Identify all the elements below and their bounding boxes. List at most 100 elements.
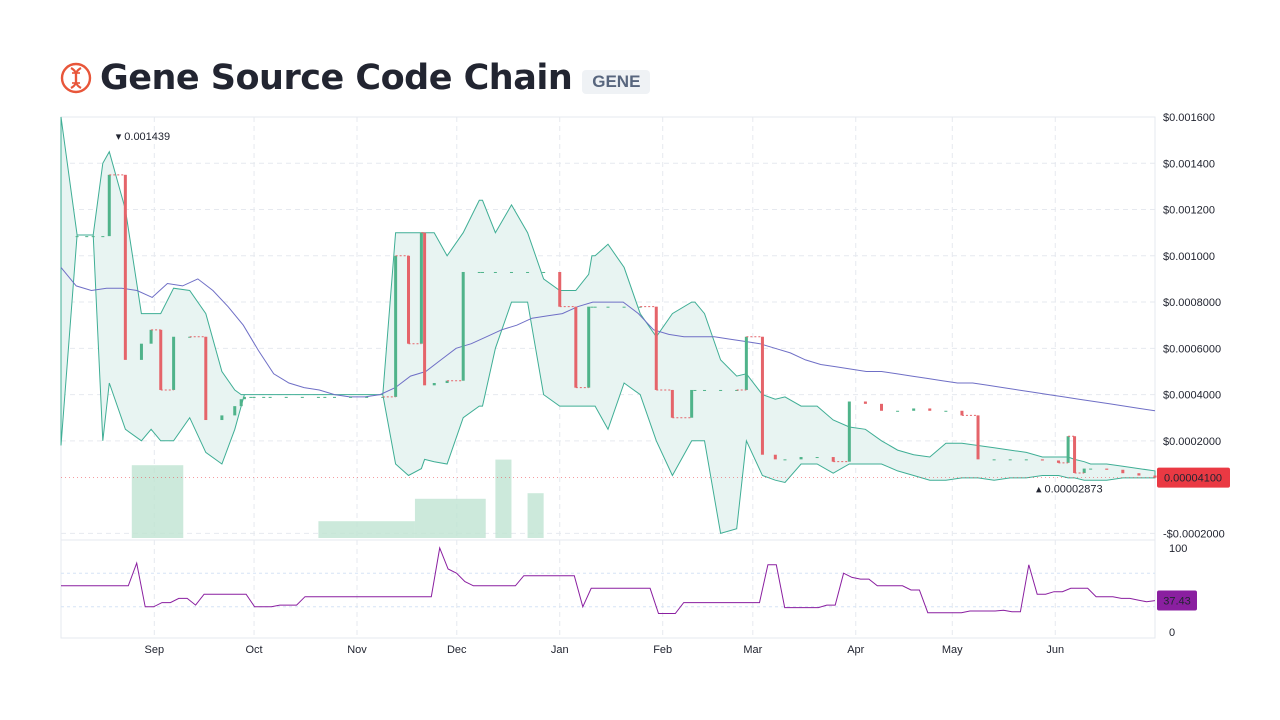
price-candle[interactable] bbox=[799, 457, 803, 460]
price-candle[interactable] bbox=[249, 396, 253, 398]
current-price-badge bbox=[1157, 467, 1230, 488]
price-candle[interactable] bbox=[432, 383, 436, 386]
price-candle[interactable] bbox=[461, 271, 465, 381]
price-candle[interactable] bbox=[268, 396, 272, 398]
price-candle[interactable] bbox=[1008, 459, 1012, 461]
price-candle[interactable] bbox=[333, 396, 336, 398]
price-candle[interactable] bbox=[760, 336, 764, 455]
price-candle[interactable] bbox=[204, 336, 208, 421]
price-candle[interactable] bbox=[91, 236, 95, 238]
x-tick-label: Jun bbox=[1046, 644, 1064, 656]
price-candle[interactable] bbox=[107, 174, 111, 237]
coin-symbol-badge: GENE bbox=[582, 70, 651, 94]
price-candle[interactable] bbox=[477, 271, 481, 273]
price-candle[interactable] bbox=[992, 459, 996, 461]
price-candle[interactable] bbox=[593, 306, 597, 308]
price-candle[interactable] bbox=[423, 232, 427, 386]
price-candle[interactable] bbox=[1073, 436, 1077, 473]
price-candle[interactable] bbox=[1024, 459, 1028, 461]
price-candle[interactable] bbox=[773, 454, 777, 460]
price-candle[interactable] bbox=[976, 415, 980, 460]
dna-helix-icon bbox=[60, 62, 92, 94]
price-candle[interactable] bbox=[445, 380, 449, 384]
price-candle[interactable] bbox=[252, 396, 256, 398]
price-candle[interactable] bbox=[590, 306, 594, 308]
price-candle[interactable] bbox=[654, 306, 658, 390]
page-header: Gene Source Code Chain GENE bbox=[60, 58, 651, 98]
bollinger-band bbox=[60, 116, 1156, 535]
price-candle[interactable] bbox=[831, 457, 835, 462]
price-candle[interactable] bbox=[481, 271, 485, 273]
price-candle[interactable] bbox=[1105, 468, 1109, 470]
price-candle[interactable] bbox=[323, 396, 327, 398]
coin-title: Gene Source Code Chain bbox=[100, 58, 573, 98]
price-candle[interactable] bbox=[815, 457, 819, 459]
price-candle[interactable] bbox=[85, 236, 89, 238]
price-candle[interactable] bbox=[960, 410, 964, 416]
price-candle[interactable] bbox=[526, 271, 530, 273]
price-candle[interactable] bbox=[407, 255, 411, 344]
price-candle[interactable] bbox=[493, 271, 497, 273]
y-tick-label: $0.001400 bbox=[1163, 158, 1215, 170]
price-candle[interactable] bbox=[1121, 469, 1125, 474]
price-candle[interactable] bbox=[149, 329, 153, 344]
volume-bar bbox=[495, 459, 512, 538]
price-candle[interactable] bbox=[233, 406, 237, 416]
price-candle[interactable] bbox=[394, 255, 398, 397]
price-candle[interactable] bbox=[123, 174, 127, 360]
price-candle[interactable] bbox=[783, 459, 787, 461]
price-candle[interactable] bbox=[1040, 459, 1044, 461]
x-tick-label: Sep bbox=[145, 644, 165, 656]
price-candle[interactable] bbox=[1082, 468, 1086, 473]
price-candle[interactable] bbox=[606, 306, 610, 308]
price-candle[interactable] bbox=[744, 336, 748, 390]
price-candle[interactable] bbox=[587, 306, 591, 388]
rsi-tick-label: 0 bbox=[1169, 627, 1175, 639]
price-candle[interactable] bbox=[1066, 436, 1070, 463]
price-candle[interactable] bbox=[262, 396, 266, 398]
price-candle[interactable] bbox=[300, 396, 304, 398]
price-candle[interactable] bbox=[542, 271, 546, 273]
volume-bar bbox=[318, 521, 415, 538]
price-candle[interactable] bbox=[365, 396, 369, 398]
price-candle[interactable] bbox=[284, 396, 288, 398]
price-candle[interactable] bbox=[690, 389, 694, 418]
price-candle[interactable] bbox=[863, 401, 867, 404]
price-candle[interactable] bbox=[509, 271, 513, 273]
x-tick-label: Feb bbox=[653, 644, 672, 656]
price-candle[interactable] bbox=[1056, 460, 1060, 463]
price-candle[interactable] bbox=[670, 389, 674, 418]
rsi-tick-label: 100 bbox=[1169, 543, 1187, 555]
price-candle[interactable] bbox=[944, 410, 948, 412]
volume-bar bbox=[414, 498, 486, 538]
price-candle[interactable] bbox=[1089, 468, 1093, 470]
price-candle[interactable] bbox=[574, 306, 578, 388]
price-candle[interactable] bbox=[896, 410, 900, 412]
x-tick-label: Dec bbox=[447, 644, 467, 656]
price-candle[interactable] bbox=[912, 408, 916, 411]
rsi-line bbox=[61, 546, 1156, 614]
price-candle[interactable] bbox=[419, 232, 423, 344]
price-candle[interactable] bbox=[928, 408, 932, 411]
price-candle[interactable] bbox=[880, 403, 883, 411]
price-candle[interactable] bbox=[159, 329, 163, 390]
price-candle[interactable] bbox=[703, 389, 707, 391]
price-candle[interactable] bbox=[349, 396, 353, 398]
price-candle[interactable] bbox=[239, 399, 243, 407]
price-candle[interactable] bbox=[220, 415, 224, 421]
price-candle[interactable] bbox=[693, 389, 697, 391]
price-candle[interactable] bbox=[1153, 475, 1157, 478]
price-candle[interactable] bbox=[847, 401, 851, 462]
price-candle[interactable] bbox=[1137, 473, 1141, 476]
price-candle[interactable] bbox=[75, 236, 79, 238]
price-candle[interactable] bbox=[101, 236, 105, 238]
price-candle[interactable] bbox=[242, 396, 246, 400]
price-candle[interactable] bbox=[139, 343, 143, 360]
y-tick-label: $0.001200 bbox=[1163, 205, 1215, 217]
price-candle[interactable] bbox=[172, 336, 176, 390]
price-candle[interactable] bbox=[622, 306, 626, 308]
price-candle[interactable] bbox=[316, 396, 320, 398]
price-candle[interactable] bbox=[558, 271, 562, 307]
price-candle[interactable] bbox=[719, 389, 723, 391]
